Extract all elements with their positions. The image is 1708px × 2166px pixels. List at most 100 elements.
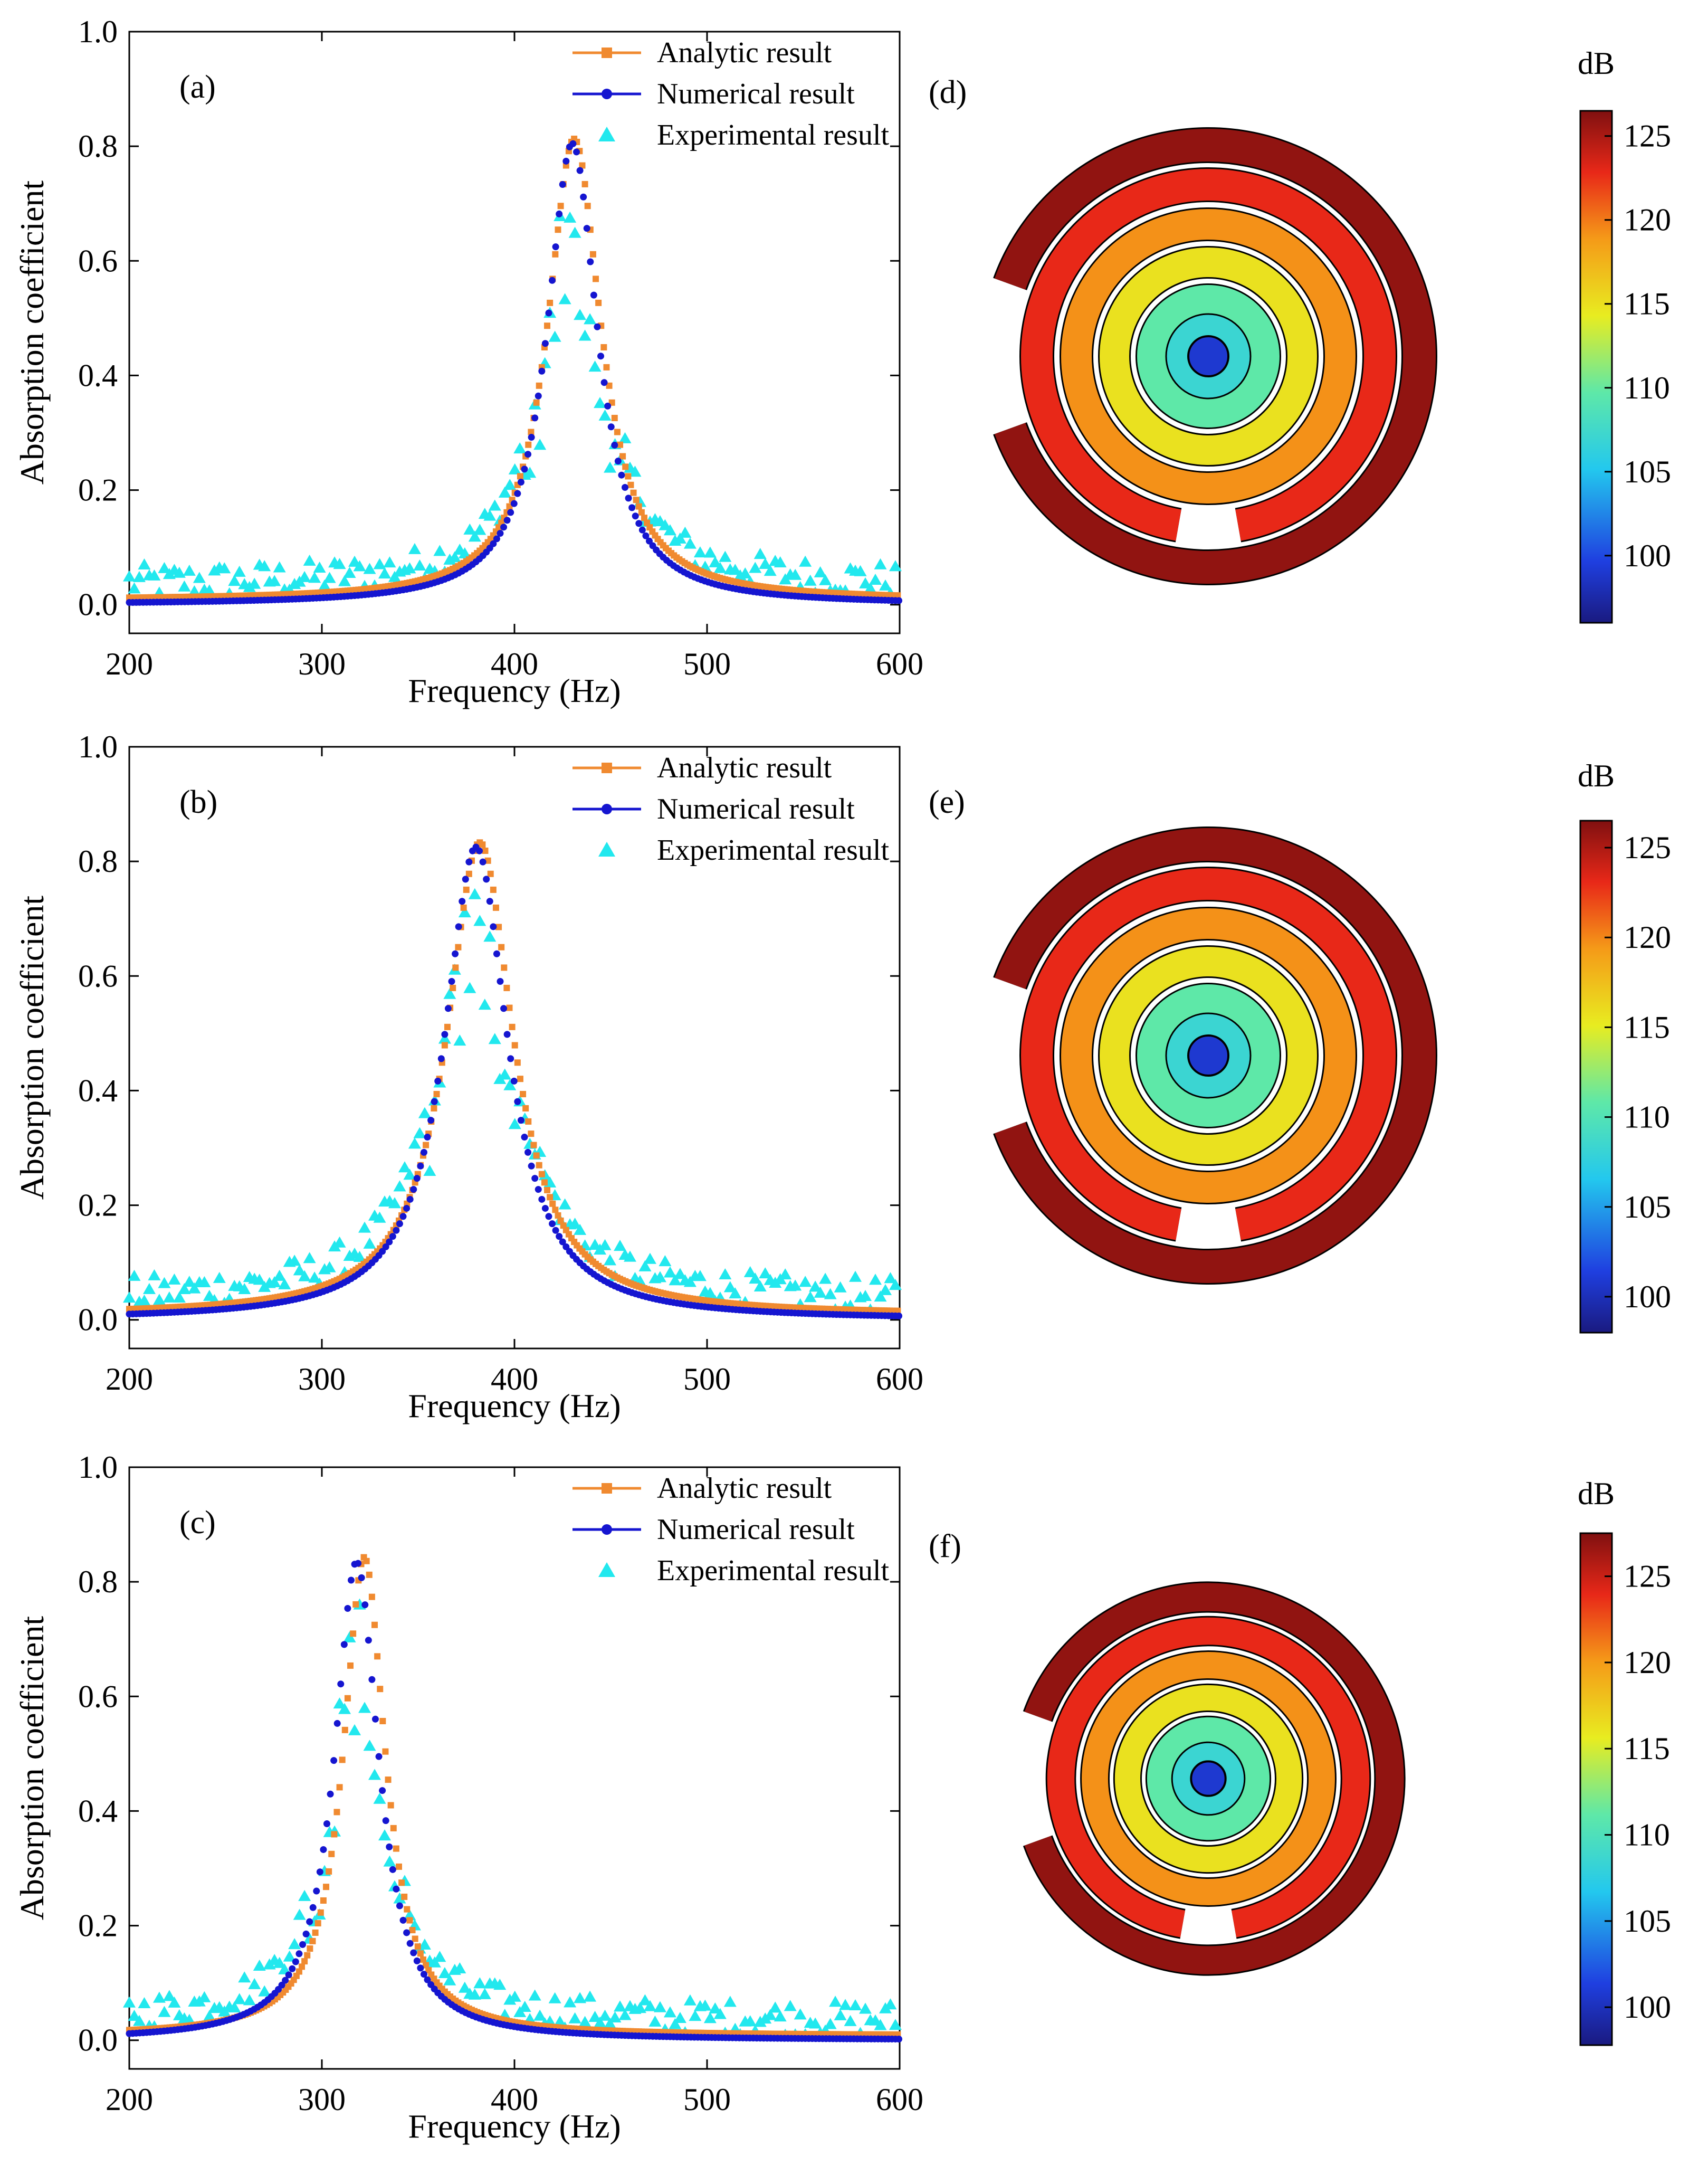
x-tick-label: 500 [683,2082,731,2117]
experimental-point [669,1274,682,1286]
numerical-point [282,1977,289,1984]
experimental-point [503,1079,517,1090]
experimental-point [568,1218,581,1229]
analytic-point [579,162,586,169]
experimental-point [438,1967,451,1979]
numerical-point [375,1753,383,1760]
experimental-point [849,1270,862,1282]
y-axis-label: Absorption coefficient [13,180,51,485]
legend-label: Analytic result [657,752,832,784]
numerical-point [541,1204,549,1212]
colorbar-tick-label: 110 [1624,1818,1670,1852]
chart-1: 200 300 400 500 600 0.0 0.2 0.4 0.6 0.8 1.0 Frequen… [13,729,923,1424]
experimental-point [203,2010,216,2021]
analytic-point [455,944,462,951]
experimental-point [844,2015,857,2026]
analytic-point [352,1601,359,1608]
analytic-point [533,1152,540,1159]
numerical-point [503,1031,511,1038]
y-tick-label: 0.4 [78,1793,118,1828]
experimental-point [148,1269,161,1280]
numerical-point [611,441,618,449]
numerical-point [413,1175,421,1182]
numerical-point [507,509,514,516]
experimental-point [759,557,772,569]
numerical-point [337,1680,345,1688]
numerical-point [333,1720,341,1727]
numerical-point [587,258,594,265]
experimental-point [158,2006,171,2017]
numerical-point [535,1186,542,1193]
experimental-point [729,1287,742,1299]
experimental-point [743,1266,757,1277]
experimental-point [869,1274,882,1285]
experimental-point [398,1161,411,1173]
numerical-point [497,977,504,985]
experimental-point [142,1282,156,1294]
legend-label: Experimental result [657,834,890,867]
numerical-point [313,1887,320,1895]
analytic-point [614,429,621,435]
spiral-arm [995,129,1436,584]
y-tick-label: 1.0 [78,729,118,764]
experimental-point [423,1165,436,1176]
experimental-point [824,1288,837,1299]
experimental-point [138,1294,151,1306]
experimental-point [753,1280,767,1291]
experimental-point [393,1892,406,1904]
analytic-point [387,1802,394,1809]
experimental-point [238,1283,251,1295]
numerical-point [410,1186,417,1193]
numerical-point [895,2035,903,2042]
experimental-point [693,546,707,558]
experimental-point [303,1252,316,1264]
analytic-point [377,1686,384,1693]
experimental-point [683,1276,696,1287]
numerical-point [503,517,511,524]
experimental-point [233,1993,246,2004]
numerical-point [358,1574,365,1581]
colorbar-tick-label: 110 [1624,370,1670,405]
experimental-point [624,1250,636,1262]
numerical-point [638,526,646,534]
analytic-point [533,399,540,406]
experimental-point [243,1994,256,2006]
numerical-point [444,1005,452,1012]
analytic-point [509,1023,516,1030]
spiral-arm [1099,947,1317,1164]
numerical-point [382,1243,389,1250]
colorbar-5: dB 100 105 110 115 120 125 [1578,1476,1671,2046]
experimental-point [373,558,386,569]
experimental-point [128,2009,141,2021]
y-tick-label: 0.6 [78,1679,118,1714]
experimental-point [318,579,331,591]
experimental-point [673,1268,686,1279]
spiral-arm [1047,1617,1370,1937]
experimental-point [123,1996,136,2008]
numerical-point [355,1560,362,1567]
experimental-point [163,1990,176,2001]
experimental-point [178,580,191,592]
experimental-point [173,1291,186,1303]
experimental-point [653,2001,666,2012]
experimental-point [723,1996,737,2007]
y-tick-label: 0.8 [78,129,118,164]
analytic-point [630,489,637,496]
numerical-point [521,1134,528,1141]
experimental-point [809,2017,822,2029]
experimental-point [358,1702,371,1713]
analytic-point [336,1784,343,1791]
experimental-point [703,546,717,558]
analytic-point [595,299,602,306]
numerical-point [618,471,625,479]
experimental-point [488,499,501,511]
experimental-point [679,526,692,538]
analytic-point [414,1943,421,1950]
experimental-point [138,1997,151,2009]
experimental-point [323,572,336,583]
numerical-point [417,1162,424,1170]
numerical-point [556,210,563,217]
numerical-point [399,1916,407,1924]
experimental-point [638,1260,652,1271]
